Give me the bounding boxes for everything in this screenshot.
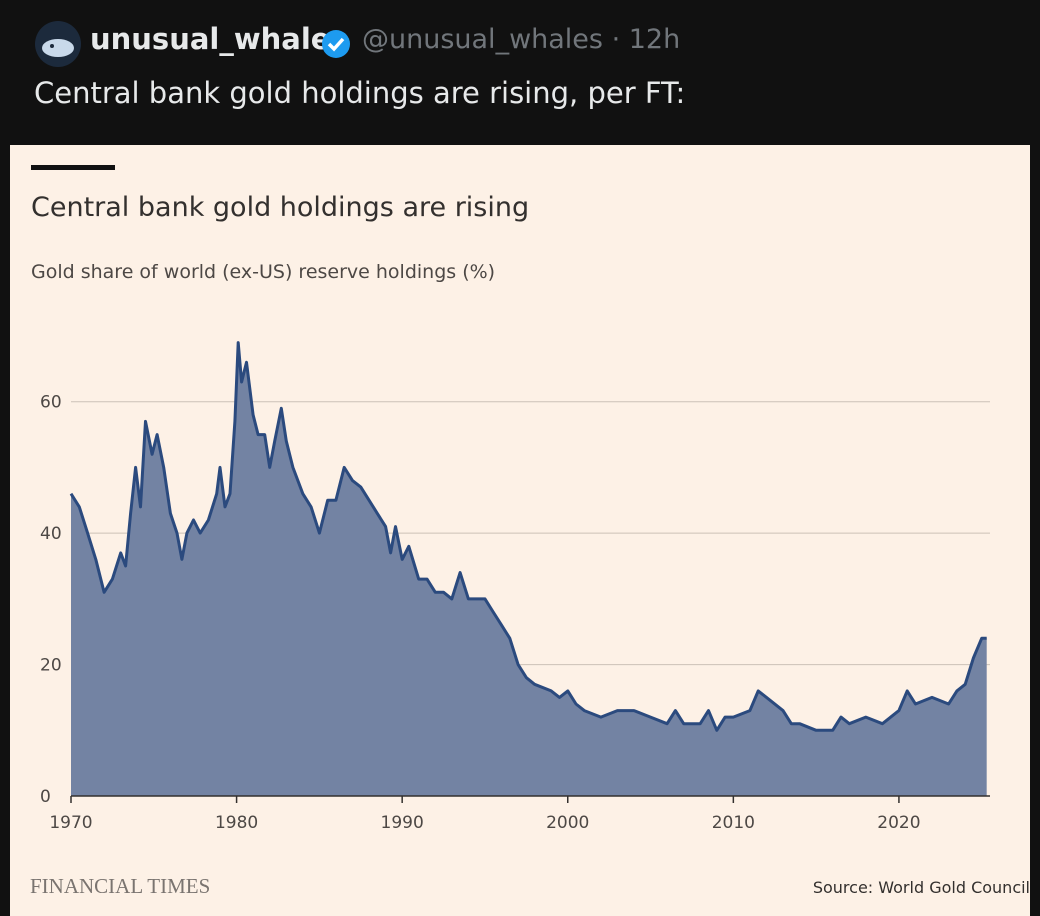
chart-subtitle: Gold share of world (ex-US) reserve hold…: [31, 261, 495, 283]
y-tick-label: 20: [40, 656, 62, 676]
chart-title: Central bank gold holdings are rising: [31, 192, 529, 223]
display-name[interactable]: unusual_whales: [90, 22, 348, 56]
title-bar: [31, 165, 115, 170]
x-tick-label: 1980: [215, 813, 258, 833]
brand: FINANCIAL TIMES: [30, 874, 210, 898]
post-text: Central bank gold holdings are rising, p…: [34, 76, 686, 110]
y-tick-label: 40: [40, 524, 62, 544]
source: Source: World Gold Council: [813, 878, 1030, 897]
avatar[interactable]: [34, 20, 82, 68]
x-tick-label: 2000: [546, 813, 589, 833]
x-tick-label: 1990: [381, 813, 424, 833]
y-tick-label: 0: [40, 787, 51, 807]
handle[interactable]: @unusual_whales · 12h: [362, 24, 681, 55]
area-fill: [71, 342, 987, 796]
y-tick-label: 60: [40, 393, 62, 413]
x-tick-label: 2010: [712, 813, 755, 833]
x-tick-label: 1970: [49, 813, 92, 833]
x-tick-label: 2020: [877, 813, 920, 833]
area-line: [69, 341, 987, 732]
verified-badge: [322, 30, 350, 58]
